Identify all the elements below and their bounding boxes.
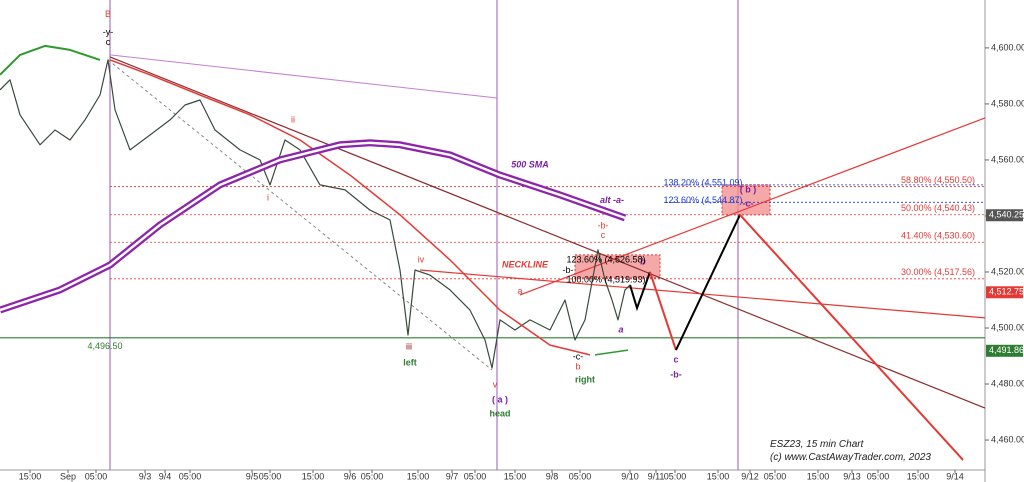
wave-label: 100.00% (4,519.93) [566,274,645,284]
wave-label: 123.60% (4,544.87) [663,195,742,205]
x-tick-label: 05:00 [85,471,108,481]
wave-label: -c- [573,351,584,361]
wave-label: -b- [598,220,609,230]
x-tick-label: 05:00 [464,471,487,481]
x-tick-label: 9/14 [946,471,964,481]
wave-label: ( b ) [740,184,757,194]
wave-label: -b- [563,265,574,275]
target-zone [721,184,771,216]
x-tick-label: 9/12 [741,471,759,481]
wave-label: a [618,324,623,334]
wave-label: 123.60% (4,526.58) [566,254,645,264]
fib-label: 58.80% (4,550.50) [901,175,975,185]
x-tick-label: 05:00 [569,471,592,481]
fib-label: 41.40% (4,530.60) [901,231,975,241]
x-tick-label: 05:00 [179,471,202,481]
wave-label: NECKLINE [502,259,549,269]
x-tick-label: 9/5 [246,471,259,481]
x-tick-label: 15:00 [707,471,730,481]
wave-label: c [601,230,606,240]
wave-label: a [517,286,522,296]
series-line [0,59,631,369]
y-tick-label: 4,460.00 [991,434,1024,444]
wave-label: -y- [103,27,114,37]
x-tick-label: 9/7 [446,471,459,481]
x-tick-label: Sep [60,471,76,481]
wave-label: 138.20% (4,551.09) [663,177,742,187]
wave-label: 500 SMA [511,159,549,169]
price-tag [986,344,1023,357]
x-tick-label: 15:00 [407,471,430,481]
y-tick-label: 4,500.00 [991,322,1024,332]
series-line [594,349,629,356]
y-tick-label: 4,580.00 [991,98,1024,108]
wave-label: -c- [743,198,754,208]
x-tick-label: 05:00 [764,471,787,481]
trend-line [649,271,677,351]
wave-label: ( a ) [492,394,508,404]
x-tick-label: 05:00 [664,471,687,481]
trend-line [107,59,493,371]
x-tick-label: 05:00 [361,471,384,481]
x-tick-label: 9/13 [843,471,861,481]
wave-label: i [267,192,269,202]
wave-label: c [673,354,678,364]
fib-label: 50.00% (4,540.43) [901,203,975,213]
wave-label: head [489,408,510,418]
x-tick-label: 15:00 [19,471,42,481]
price-tag-label: 4,540.25 [989,210,1024,220]
x-tick-label: 15:00 [302,471,325,481]
series-line [0,44,101,76]
x-tick-label: 9/6 [344,471,357,481]
y-tick-label: 4,560.00 [991,154,1024,164]
y-tick-label: 4,600.00 [991,42,1024,52]
wave-label: v [493,380,498,390]
x-tick-label: 05:00 [867,471,890,481]
x-tick-label: 9/3 [139,471,152,481]
x-tick-label: 05:00 [259,471,282,481]
wave-label: left [403,357,417,367]
trend-line [739,214,964,461]
price-tag [986,209,1023,222]
y-tick-label: 4,520.00 [991,266,1024,276]
trend-line [629,271,651,312]
series-line [109,59,591,356]
wave-label: -b- [670,369,682,379]
x-tick-label: 9/8 [546,471,559,481]
wave-label: b [575,361,580,371]
x-tick-label: 15:00 [907,471,930,481]
x-tick-label: 15:00 [504,471,527,481]
wave-label: right [575,374,595,384]
trend-line [109,54,498,99]
fib-label: 30.00% (4,517.56) [901,267,975,277]
footer-line: (c) www.CastAwayTrader.com, 2023 [770,452,931,463]
x-tick-label: 9/10 [621,471,639,481]
price-tag-label: 4,512.75 [989,287,1024,297]
x-tick-label: 9/4 [159,471,172,481]
wave-label: B [105,9,111,19]
wave-label: iii [406,341,412,351]
footer-line: ESZ23, 15 min Chart [770,439,864,450]
series-line-gap [0,141,626,312]
trend-line [675,214,741,351]
wave-label: alt -a- [600,195,624,205]
wave-label: b [640,256,646,266]
x-tick-label: 9/11 [648,471,665,481]
wave-label: iv [418,254,425,264]
support-label: 4,496.50 [87,341,122,351]
x-tick-label: 15:00 [807,471,830,481]
trend-line [519,117,986,296]
price-tag [986,286,1023,299]
trend-line [109,56,986,409]
price-tag-label: 4,491.86 [989,345,1024,355]
wave-label: ii [291,114,295,124]
y-tick-label: 4,480.00 [991,378,1024,388]
wave-label: c [106,37,111,47]
